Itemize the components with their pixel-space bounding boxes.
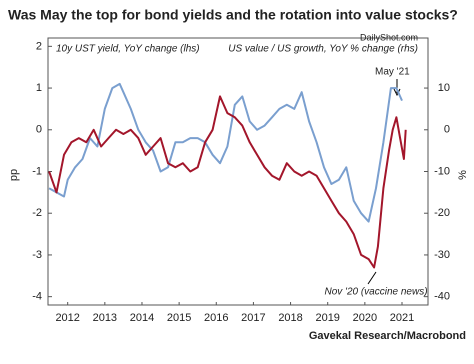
y2-tick-label: -40	[434, 291, 450, 303]
legend-entry: US value / US growth, YoY % change (rhs)	[228, 44, 418, 55]
y2-tick-label: -20	[434, 207, 450, 219]
series-line	[48, 95, 407, 269]
y2-tick-label: -10	[434, 165, 450, 177]
x-tick-label: 2021	[390, 312, 414, 324]
annotation-arrow	[367, 271, 377, 285]
source: Gavekal Research/Macrobond	[309, 330, 466, 342]
y-tick-label: -4	[32, 291, 42, 303]
y-tick-label: -3	[32, 249, 42, 261]
chart-title: Was May the top for bond yields and the …	[8, 7, 458, 23]
y2-tick-label: -30	[434, 249, 450, 261]
x-tick-label: 2018	[278, 312, 302, 324]
series-line	[48, 82, 403, 223]
x-tick-label: 2016	[204, 312, 228, 324]
y2-tick-label: 0	[444, 124, 450, 136]
x-tick-label: 2014	[130, 312, 154, 324]
x-tick-label: 2013	[93, 312, 117, 324]
annotation-arrow	[393, 88, 401, 97]
y2-tick-label: 10	[438, 82, 450, 94]
y-tick-label: -2	[32, 207, 42, 219]
x-tick-label: 2012	[55, 312, 79, 324]
y-tick-label: 0	[36, 124, 42, 136]
y-tick-label: -1	[32, 165, 42, 177]
y2-axis-label: %	[457, 170, 469, 180]
plot-frame	[47, 37, 429, 306]
annotation: Nov '20 (vaccine news)	[324, 287, 427, 298]
legend-entry: 10y UST yield, YoY change (lhs)	[56, 44, 200, 55]
y-axis-label: pp	[8, 169, 20, 181]
y-tick-label: 2	[36, 40, 42, 52]
x-tick-label: 2015	[167, 312, 191, 324]
y-tick-label: 1	[36, 82, 42, 94]
watermark: DailyShot.com	[360, 32, 418, 42]
x-tick-label: 2020	[353, 312, 377, 324]
x-tick-label: 2019	[315, 312, 339, 324]
annotation: May '21	[375, 67, 410, 78]
x-tick-label: 2017	[241, 312, 265, 324]
